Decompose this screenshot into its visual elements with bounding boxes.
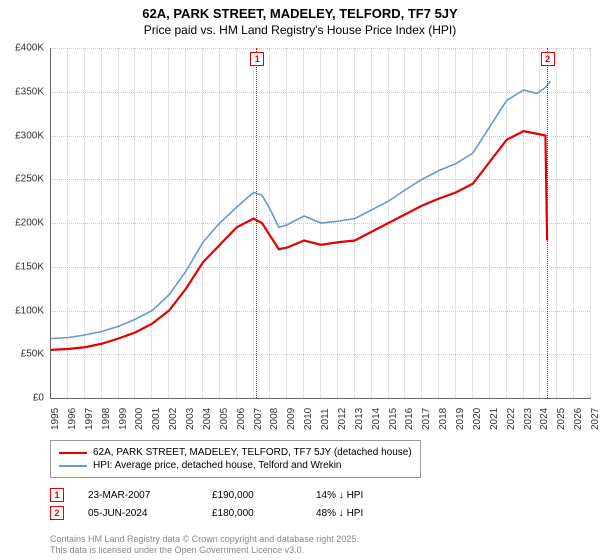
chart-lines [51, 48, 591, 398]
y-axis-label: £100K [0, 305, 44, 316]
transaction-delta: 14% ↓ HPI [316, 490, 396, 501]
series-line [51, 131, 547, 350]
footer-line: Contains HM Land Registry data © Crown c… [50, 534, 359, 545]
legend-label: 62A, PARK STREET, MADELEY, TELFORD, TF7 … [93, 447, 412, 458]
footer-line: This data is licensed under the Open Gov… [50, 545, 359, 556]
x-axis-label: 2025 [556, 408, 567, 430]
marker-badge: 2 [541, 52, 555, 66]
transaction-price: £180,000 [212, 508, 292, 519]
x-axis-label: 2019 [455, 408, 466, 430]
transaction-date: 05-JUN-2024 [88, 508, 188, 519]
transaction-row: 2 05-JUN-2024 £180,000 48% ↓ HPI [50, 506, 396, 520]
x-axis-label: 1997 [84, 408, 95, 430]
x-axis-label: 2009 [286, 408, 297, 430]
transaction-price: £190,000 [212, 490, 292, 501]
y-axis-label: £250K [0, 174, 44, 185]
chart-subtitle: Price paid vs. HM Land Registry's House … [0, 23, 600, 41]
x-axis-label: 2017 [421, 408, 432, 430]
x-axis-label: 2024 [539, 408, 550, 430]
x-axis-label: 1999 [118, 408, 129, 430]
transaction-delta: 48% ↓ HPI [316, 508, 396, 519]
y-axis-label: £400K [0, 43, 44, 54]
chart-title: 62A, PARK STREET, MADELEY, TELFORD, TF7 … [0, 0, 600, 23]
marker-line [256, 48, 257, 398]
y-axis-label: £0 [0, 393, 44, 404]
x-axis-label: 2005 [219, 408, 230, 430]
x-axis-label: 2016 [404, 408, 415, 430]
x-axis-label: 2008 [269, 408, 280, 430]
x-axis-label: 2020 [472, 408, 483, 430]
chart-container: 62A, PARK STREET, MADELEY, TELFORD, TF7 … [0, 0, 600, 560]
legend-item: HPI: Average price, detached house, Telf… [59, 460, 412, 471]
x-axis-label: 2014 [371, 408, 382, 430]
legend: 62A, PARK STREET, MADELEY, TELFORD, TF7 … [50, 440, 421, 478]
y-axis-label: £350K [0, 86, 44, 97]
y-axis-label: £300K [0, 130, 44, 141]
x-axis-label: 2004 [202, 408, 213, 430]
x-axis-label: 2002 [168, 408, 179, 430]
transaction-table: 1 23-MAR-2007 £190,000 14% ↓ HPI 2 05-JUN-202… [50, 484, 396, 524]
y-axis-label: £150K [0, 261, 44, 272]
x-axis-label: 2001 [151, 408, 162, 430]
x-axis-label: 2011 [320, 408, 331, 430]
marker-badge: 1 [50, 488, 64, 502]
legend-swatch [59, 465, 87, 467]
x-axis-label: 2023 [523, 408, 534, 430]
y-axis-label: £200K [0, 218, 44, 229]
marker-badge: 2 [50, 506, 64, 520]
x-axis-label: 2012 [337, 408, 348, 430]
transaction-date: 23-MAR-2007 [88, 490, 188, 501]
x-axis-label: 1995 [50, 408, 61, 430]
x-axis-label: 2007 [253, 408, 264, 430]
legend-label: HPI: Average price, detached house, Telf… [93, 460, 342, 471]
x-axis-label: 2018 [438, 408, 449, 430]
x-axis-label: 2015 [388, 408, 399, 430]
plot-area [50, 48, 591, 399]
legend-swatch [59, 452, 87, 454]
legend-item: 62A, PARK STREET, MADELEY, TELFORD, TF7 … [59, 447, 412, 458]
x-axis-label: 2026 [573, 408, 584, 430]
series-line [51, 81, 551, 338]
x-axis-label: 2006 [236, 408, 247, 430]
x-axis-label: 2022 [506, 408, 517, 430]
transaction-row: 1 23-MAR-2007 £190,000 14% ↓ HPI [50, 488, 396, 502]
marker-badge: 1 [250, 52, 264, 66]
marker-line [547, 48, 548, 398]
x-axis-label: 1996 [67, 408, 78, 430]
y-axis-label: £50K [0, 349, 44, 360]
x-axis-label: 2003 [185, 408, 196, 430]
x-axis-label: 1998 [101, 408, 112, 430]
x-axis-label: 2027 [590, 408, 600, 430]
x-axis-label: 2000 [134, 408, 145, 430]
x-axis-label: 2021 [489, 408, 500, 430]
x-axis-label: 2010 [303, 408, 314, 430]
footer-attribution: Contains HM Land Registry data © Crown c… [50, 534, 359, 556]
x-axis-label: 2013 [354, 408, 365, 430]
